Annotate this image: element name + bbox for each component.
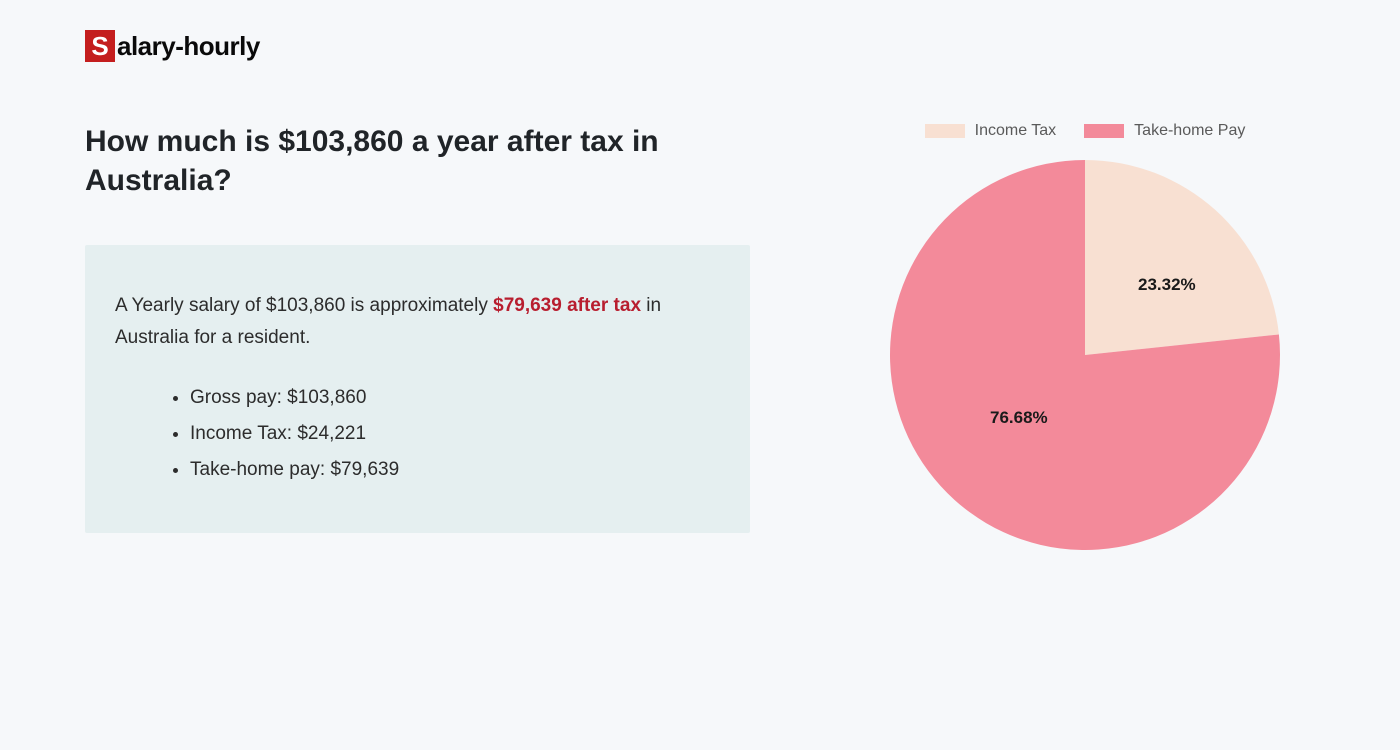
info-box: A Yearly salary of $103,860 is approxima… — [85, 245, 750, 533]
legend-label: Income Tax — [975, 122, 1057, 140]
legend-item-take-home: Take-home Pay — [1084, 122, 1245, 140]
logo-text: alary-hourly — [117, 31, 260, 62]
summary-text: A Yearly salary of $103,860 is approxima… — [115, 290, 720, 355]
summary-pre: A Yearly salary of $103,860 is approxima… — [115, 295, 493, 316]
legend-label: Take-home Pay — [1134, 122, 1245, 140]
list-item: Take-home pay: $79,639 — [190, 452, 720, 488]
detail-list: Gross pay: $103,860 Income Tax: $24,221 … — [115, 380, 720, 488]
page-title: How much is $103,860 a year after tax in… — [85, 122, 750, 200]
logo: S alary-hourly — [85, 30, 1400, 62]
list-item: Gross pay: $103,860 — [190, 380, 720, 416]
legend-item-income-tax: Income Tax — [925, 122, 1057, 140]
pie-label-take-home: 76.68% — [990, 408, 1048, 428]
chart-column: Income Tax Take-home Pay 23.32% 76.68% — [870, 122, 1300, 550]
pie-label-income-tax: 23.32% — [1138, 275, 1196, 295]
swatch-take-home — [1084, 124, 1124, 138]
list-item: Income Tax: $24,221 — [190, 416, 720, 452]
content-row: How much is $103,860 a year after tax in… — [85, 122, 1400, 550]
pie-chart: 23.32% 76.68% — [890, 160, 1280, 550]
logo-s-icon: S — [85, 30, 115, 62]
left-column: How much is $103,860 a year after tax in… — [85, 122, 750, 533]
pie-svg — [890, 160, 1280, 550]
swatch-income-tax — [925, 124, 965, 138]
chart-legend: Income Tax Take-home Pay — [870, 122, 1300, 140]
summary-highlight: $79,639 after tax — [493, 295, 641, 316]
